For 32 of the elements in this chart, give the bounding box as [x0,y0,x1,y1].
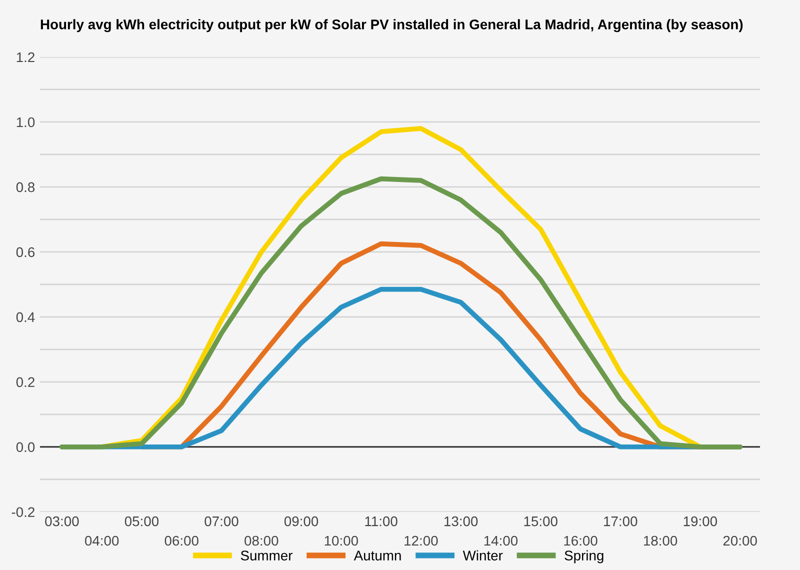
y-tick-label: 1.0 [16,117,35,128]
legend-label: Autumn [354,550,401,560]
x-tick-label: 16:00 [564,536,598,546]
y-tick-label: 0.8 [16,182,35,192]
x-tick-label: 08:00 [244,536,278,546]
y-tick-label: 1.2 [16,52,34,62]
x-tick-label: 14:00 [484,536,518,546]
legend-label: Spring [564,550,604,564]
x-tick-label: 07:00 [204,516,238,526]
x-tick-label: 20:00 [723,536,757,546]
legend-label: Summer [240,550,292,560]
y-tick-label: 0.2 [16,377,34,388]
x-tick-label: 05:00 [124,516,159,526]
line-series [60,176,742,450]
x-tick-label: 13:00 [444,516,478,526]
x-tick-label: 15:00 [524,516,558,526]
x-tick-label: 06:00 [164,536,198,546]
x-tick-label: 18:00 [644,536,678,546]
x-tick-label: 04:00 [84,536,119,546]
x-tick-label: 12:00 [404,536,438,546]
y-tick-label: 0.4 [16,312,35,322]
x-tick-label: 19:00 [684,516,718,526]
x-tick-label: 10:00 [324,536,358,546]
x-tick-label: 09:00 [284,516,318,526]
y-tick-label: -0.2 [12,507,34,518]
x-tick-label: 17:00 [604,516,638,526]
x-tick-label: 11:00 [365,516,398,526]
y-tick-label: 0.0 [16,442,35,452]
y-tick-label: 0.6 [16,247,35,258]
chart-title: Hourly avg kWh electricity output per kW of Solar PV installed in General La Madrid, Argentina (by season) [40,19,743,32]
legend-label: Winter [462,550,503,560]
x-tick-label: 03:00 [45,516,79,526]
